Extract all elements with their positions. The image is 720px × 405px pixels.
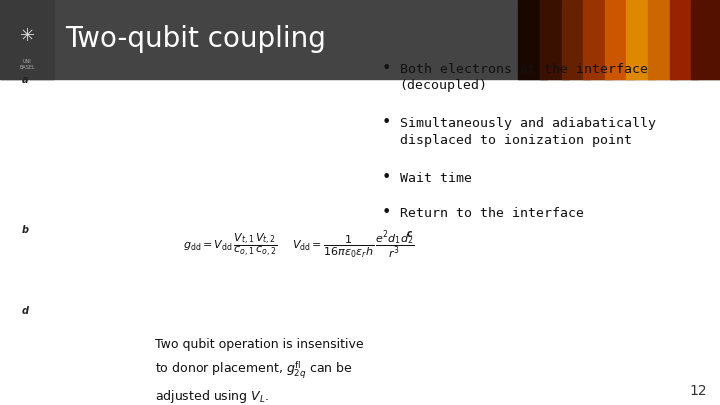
Text: c: c xyxy=(407,229,413,239)
Text: Both electrons at the interface
(decoupled): Both electrons at the interface (decoupl… xyxy=(400,63,647,92)
Circle shape xyxy=(238,132,261,144)
Text: Simultaneously and adiabatically
displaced to ionization point: Simultaneously and adiabatically displac… xyxy=(400,117,656,147)
Y-axis label: $\kappa$: $\kappa$ xyxy=(381,305,389,311)
Text: $10^{-5}$: $10^{-5}$ xyxy=(155,378,166,388)
Text: Error
rule: Error rule xyxy=(676,226,689,237)
Bar xyxy=(670,0,698,79)
FancyBboxPatch shape xyxy=(28,173,318,208)
Text: Return to the interface: Return to the interface xyxy=(400,207,584,220)
Text: •: • xyxy=(382,205,391,220)
Text: |↑⟩: |↑⟩ xyxy=(168,264,175,269)
Bar xyxy=(583,0,612,79)
FancyBboxPatch shape xyxy=(60,107,148,125)
FancyBboxPatch shape xyxy=(61,104,147,110)
Text: $g_{\rm dd} = V_{\rm dd}\,\dfrac{V_{t,1}\,V_{t,2}}{c_{o,1}\,c_{o,2}}$: $g_{\rm dd} = V_{\rm dd}\,\dfrac{V_{t,1}… xyxy=(183,232,278,258)
Text: •: • xyxy=(382,115,391,130)
X-axis label: $\sqrt{SWAP}$ (ns): $\sqrt{SWAP}$ (ns) xyxy=(429,389,464,400)
Text: 12: 12 xyxy=(690,384,707,398)
Bar xyxy=(626,0,655,79)
Circle shape xyxy=(92,132,115,144)
Text: |↑⟩: |↑⟩ xyxy=(63,264,70,269)
Text: $10^{-6}$: $10^{-6}$ xyxy=(155,355,166,364)
Circle shape xyxy=(235,184,263,198)
Text: g: g xyxy=(104,284,107,289)
Text: d: d xyxy=(22,306,29,316)
Text: |↑⟩: |↑⟩ xyxy=(168,239,175,245)
X-axis label: $E^{\rm noise}_{z,\rm rms}$ (V m$^{-1}$): $E^{\rm noise}_{z,\rm rms}$ (V m$^{-1}$) xyxy=(553,394,593,404)
Text: g: g xyxy=(104,256,107,262)
Text: |↓⟩: |↓⟩ xyxy=(63,305,70,311)
Bar xyxy=(518,0,547,79)
Text: |↑⟩: |↑⟩ xyxy=(168,292,175,297)
Text: Two qubit operation is insensitive
to donor placement, $g^{\rm fl}_{2q}$ can be
: Two qubit operation is insensitive to do… xyxy=(155,338,364,405)
Bar xyxy=(691,0,720,79)
Text: |↑⟩: |↑⟩ xyxy=(63,252,70,257)
Text: −: − xyxy=(100,134,107,143)
Text: •: • xyxy=(382,61,391,76)
Bar xyxy=(605,0,634,79)
Text: $V_{\rm dd} = \dfrac{1}{16\pi\varepsilon_0\varepsilon_r h}\,\dfrac{e^2 d_1 d_2}{: $V_{\rm dd} = \dfrac{1}{16\pi\varepsilon… xyxy=(292,229,414,261)
FancyBboxPatch shape xyxy=(200,104,286,110)
FancyBboxPatch shape xyxy=(199,107,287,125)
Text: Two-qubit coupling: Two-qubit coupling xyxy=(65,26,325,53)
Text: +: + xyxy=(246,187,253,196)
Text: g: g xyxy=(104,270,107,275)
Text: |↓⟩: |↓⟩ xyxy=(63,279,70,284)
Text: ✳: ✳ xyxy=(19,27,35,45)
Text: |↓⟩: |↓⟩ xyxy=(63,292,70,297)
Text: SiO₂: SiO₂ xyxy=(295,177,307,181)
Circle shape xyxy=(90,184,117,198)
Text: 100–500 nm: 100–500 nm xyxy=(159,219,194,224)
Text: |↓⟩: |↓⟩ xyxy=(168,305,175,311)
Text: g: g xyxy=(104,244,107,249)
Bar xyxy=(0,79,720,405)
Text: +: + xyxy=(100,187,107,196)
Text: |↓⟩: |↓⟩ xyxy=(168,252,175,257)
Text: Gate: Gate xyxy=(236,113,250,119)
Text: UNI
BASEL: UNI BASEL xyxy=(19,60,35,70)
Text: g: g xyxy=(104,297,107,302)
Text: b: b xyxy=(22,225,29,235)
Bar xyxy=(0,0,54,79)
Text: $10^{-7}$: $10^{-7}$ xyxy=(155,331,166,341)
Bar xyxy=(0,0,720,79)
Text: a: a xyxy=(22,75,28,85)
Text: −: − xyxy=(246,134,253,143)
Text: |↑⟩: |↑⟩ xyxy=(63,239,70,245)
Y-axis label: $V_L$ (GHz): $V_L$ (GHz) xyxy=(0,347,6,372)
Bar xyxy=(540,0,569,79)
Text: |↓⟩: |↓⟩ xyxy=(168,279,175,284)
Text: Gate: Gate xyxy=(97,113,110,119)
Text: •: • xyxy=(382,170,391,185)
Bar xyxy=(562,0,590,79)
Bar xyxy=(648,0,677,79)
Text: Wait time: Wait time xyxy=(400,172,472,185)
